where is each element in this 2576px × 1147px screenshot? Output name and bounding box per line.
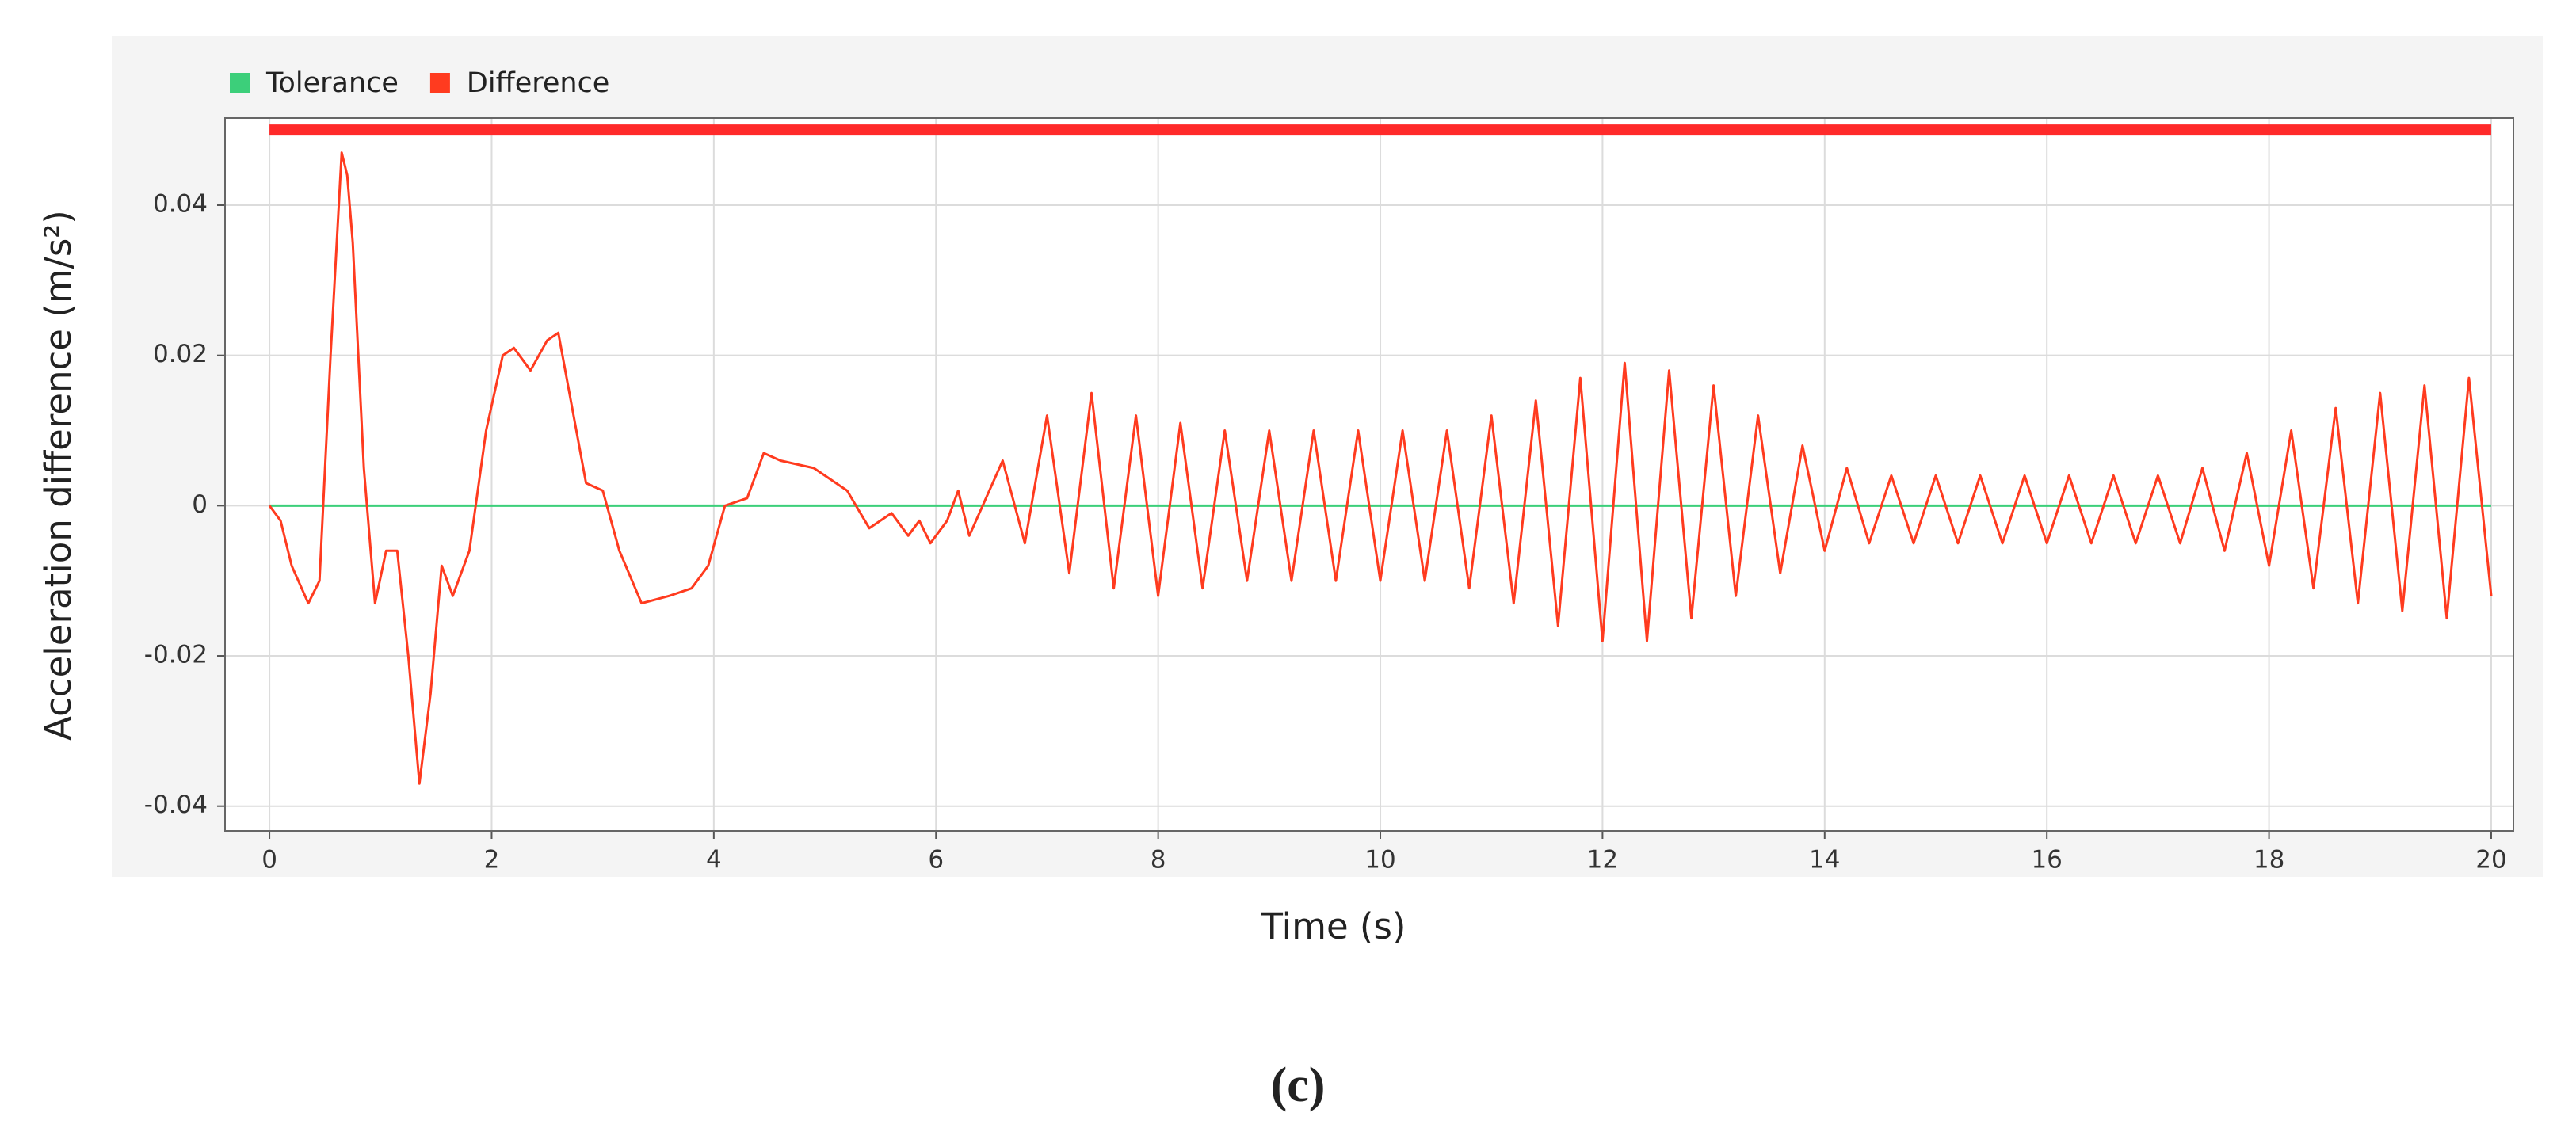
legend-label: Tolerance <box>265 67 399 99</box>
x-tick-label: 6 <box>928 846 944 875</box>
x-tick-label: 10 <box>1364 846 1395 875</box>
x-tick-label: 16 <box>2031 846 2062 875</box>
x-tick-label: 0 <box>261 846 277 875</box>
y-tick-label: -0.04 <box>144 791 208 819</box>
x-tick-label: 12 <box>1587 846 1618 875</box>
legend-swatch <box>429 73 450 93</box>
plot-frame <box>224 117 2514 832</box>
y-tick-label: 0 <box>192 490 208 519</box>
legend-swatch <box>230 73 250 93</box>
x-tick-label: 14 <box>1809 846 1840 875</box>
x-tick-label: 8 <box>1151 846 1166 875</box>
x-tick-label: 2 <box>484 846 500 875</box>
legend-label: Difference <box>467 67 609 99</box>
x-tick-label: 20 <box>2475 846 2506 875</box>
x-tick-label: 4 <box>706 846 722 875</box>
y-tick-label: -0.02 <box>144 641 208 669</box>
caption: (c) <box>1271 1058 1326 1112</box>
y-tick-label: 0.04 <box>153 190 208 219</box>
x-tick-label: 18 <box>2254 846 2284 875</box>
y-tick-label: 0.02 <box>153 340 208 368</box>
x-axis-label: Time (s) <box>1261 905 1406 947</box>
plot-area <box>225 118 2513 831</box>
series-line <box>268 151 2493 785</box>
y-axis-label: Acceleration difference (m/s²) <box>37 210 79 741</box>
